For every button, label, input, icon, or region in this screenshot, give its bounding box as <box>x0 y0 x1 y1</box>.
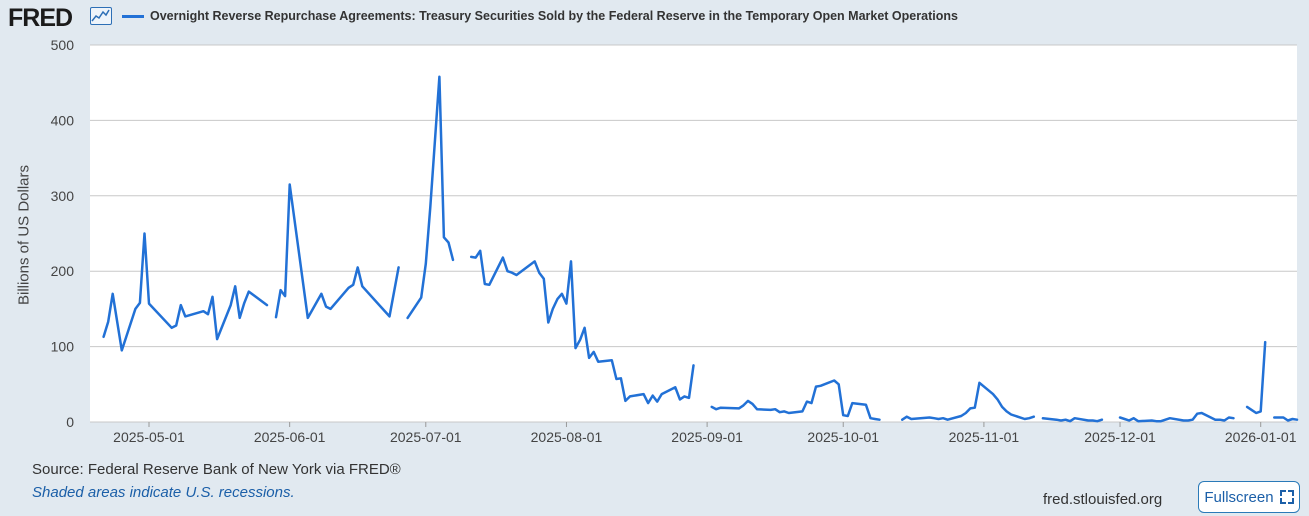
y-tick-label: 300 <box>51 188 75 204</box>
site-url[interactable]: fred.stlouisfed.org <box>1043 491 1163 508</box>
y-tick-label: 100 <box>51 339 75 355</box>
series-line <box>1273 416 1299 422</box>
y-tick-label: 200 <box>51 263 75 279</box>
series-line <box>102 232 269 352</box>
fred-logo[interactable]: FRED <box>8 4 73 32</box>
chart-header: FRED Overnight Reverse Repurchase Agreem… <box>0 0 1309 34</box>
series-line <box>469 249 695 405</box>
line-chart[interactable]: 0 100 200 300 400 500 2025-05-01 2025-06-01 2025… <box>0 0 1309 460</box>
series-title[interactable]: Overnight Reverse Repurchase Agreements:… <box>150 9 958 23</box>
x-tick-label: 2025-10-01 <box>807 429 879 445</box>
x-tick-label: 2025-05-01 <box>113 429 185 445</box>
series-line <box>900 381 1036 421</box>
y-tick-label: 400 <box>51 112 75 128</box>
series-line <box>1041 416 1104 423</box>
x-tick-label: 2025-11-01 <box>949 429 1020 445</box>
fullscreen-button[interactable]: Fullscreen <box>1198 481 1300 513</box>
x-tick-label: 2025-06-01 <box>254 429 326 445</box>
expand-icon <box>1279 490 1294 504</box>
series-line <box>1245 340 1267 415</box>
y-axis-title-box: Billions of US Dollars <box>14 160 34 310</box>
fullscreen-label: Fullscreen <box>1204 488 1274 506</box>
x-tick-label: 2026-01-01 <box>1225 429 1297 445</box>
x-tick-label: 2025-07-01 <box>390 429 462 445</box>
y-tick-label: 500 <box>51 37 75 53</box>
x-tick-label: 2025-12-01 <box>1084 429 1156 445</box>
series-legend-swatch <box>122 15 144 18</box>
line-chart-icon[interactable] <box>90 7 112 25</box>
series-line <box>406 75 455 320</box>
x-tick-label: 2025-08-01 <box>531 429 603 445</box>
recession-note: Shaded areas indicate U.S. recessions. <box>32 484 295 501</box>
y-tick-label: 0 <box>66 414 74 430</box>
plot-area <box>90 45 1297 422</box>
series-line <box>710 379 881 421</box>
series-line <box>1118 411 1235 423</box>
x-tick-label: 2025-09-01 <box>671 429 743 445</box>
source-note: Source: Federal Reserve Bank of New York… <box>32 461 401 478</box>
series-line <box>274 183 400 320</box>
y-axis-title: Billions of US Dollars <box>15 164 33 306</box>
